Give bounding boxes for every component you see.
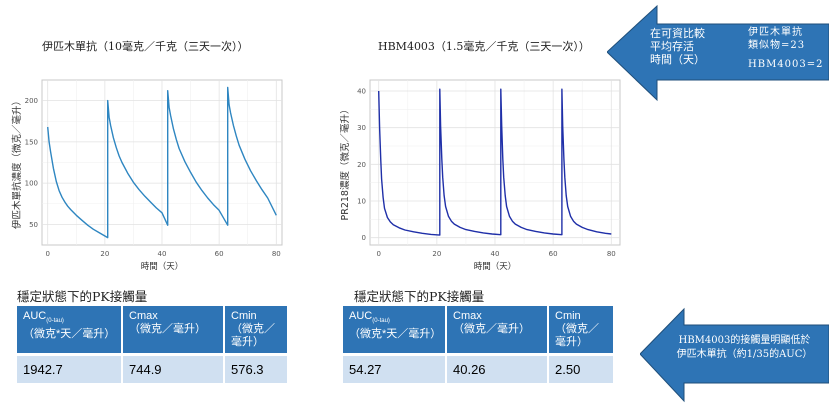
top-callout-left-text: 在可資比較 平均存活 時間（天） xyxy=(650,27,705,66)
x-tick-label: 0 xyxy=(376,250,380,258)
cmin-value: 2.50 xyxy=(548,354,613,383)
y-tick-label: 40 xyxy=(357,88,366,96)
y-tick-label: 100 xyxy=(25,180,38,188)
x-tick-label: 80 xyxy=(272,250,281,258)
left-table-title: 穩定狀態下的PK接觸量 xyxy=(17,289,148,304)
x-tick-label: 40 xyxy=(158,250,167,258)
top-arrow-shape xyxy=(607,4,829,102)
x-tick-label: 60 xyxy=(215,250,224,258)
x-tick-label: 40 xyxy=(491,250,500,258)
cmax-header: Cmax （微克／毫升） xyxy=(122,306,225,356)
table-header-row: AUC(0-tau) （微克*天／毫升） Cmax （微克／毫升） Cmin （微克／… xyxy=(17,306,287,356)
table-row: 1942.7 744.9 576.3 xyxy=(17,354,287,383)
right-table-title: 穩定狀態下的PK接觸量 xyxy=(354,289,485,304)
x-tick-label: 60 xyxy=(549,250,558,258)
bottom-callout-text: HBM4003的接觸量明顯低於 伊匹木單抗（約1/35的AUC） xyxy=(676,335,813,360)
left-chart: 0 20 40 60 80 50 100 150 200 時間（天） 伊匹木單抗濃度（微克／毫升） xyxy=(11,79,283,272)
x-tick-label: 20 xyxy=(432,250,441,258)
y-tick-label: 30 xyxy=(357,124,366,132)
bottom-arrow-shape xyxy=(640,307,829,403)
y-tick-label: 20 xyxy=(357,161,366,169)
x-axis-label: 時間（天） xyxy=(141,261,184,272)
x-tick-label: 80 xyxy=(607,250,616,258)
y-axis-label: PR218濃度（微克／毫升） xyxy=(340,105,351,221)
cmax-value: 744.9 xyxy=(122,354,225,383)
y-tick-label: 150 xyxy=(25,138,38,146)
right-chart-title: HBM4003（1.5毫克／千克（三天一次）） xyxy=(378,40,590,53)
cmin-header: Cmin （微克／毫升） xyxy=(548,306,613,356)
table-header-row: AUC(0-tau) （微克*天／毫升） Cmax （微克／毫升） Cmin （微克／… xyxy=(343,306,613,356)
y-tick-label: 0 xyxy=(362,234,366,242)
table-row: 54.27 40.26 2.50 xyxy=(343,354,613,383)
cmax-value: 40.26 xyxy=(446,354,549,383)
y-axis-label: 伊匹木單抗濃度（微克／毫升） xyxy=(11,96,23,229)
top-callout-right-text: 伊匹木單抗 類似物=23 HBM4003=2 xyxy=(748,27,824,70)
bottom-callout-arrow xyxy=(640,307,829,403)
auc-value: 54.27 xyxy=(343,354,447,383)
auc-header: AUC(0-tau) （微克*天／毫升） xyxy=(17,306,123,356)
auc-header: AUC(0-tau) （微克*天／毫升） xyxy=(343,306,447,356)
cmin-header: Cmin （微克／毫升） xyxy=(224,306,287,356)
x-tick-label: 0 xyxy=(45,250,49,258)
left-chart-title: 伊匹木單抗（10毫克／千克（三天一次）） xyxy=(42,40,249,53)
right-pk-table: AUC(0-tau) （微克*天／毫升） Cmax （微克／毫升） Cmin （微克／… xyxy=(343,306,613,383)
cmin-value: 576.3 xyxy=(224,354,287,383)
left-pk-table: AUC(0-tau) （微克*天／毫升） Cmax （微克／毫升） Cmin （微克／… xyxy=(17,306,287,383)
cmax-header: Cmax （微克／毫升） xyxy=(446,306,549,356)
right-chart: 0 20 40 60 80 0 10 20 30 40 時間（天） PR218濃度（微克／毫升） xyxy=(340,79,621,272)
y-tick-label: 200 xyxy=(25,97,38,105)
y-tick-label: 50 xyxy=(29,221,38,229)
x-tick-label: 20 xyxy=(100,250,109,258)
series-line xyxy=(47,86,277,239)
x-axis-label: 時間（天） xyxy=(474,261,517,272)
auc-value: 1942.7 xyxy=(17,354,123,383)
y-tick-label: 10 xyxy=(357,198,366,206)
top-callout-arrow xyxy=(607,4,829,102)
series-line xyxy=(378,88,612,236)
